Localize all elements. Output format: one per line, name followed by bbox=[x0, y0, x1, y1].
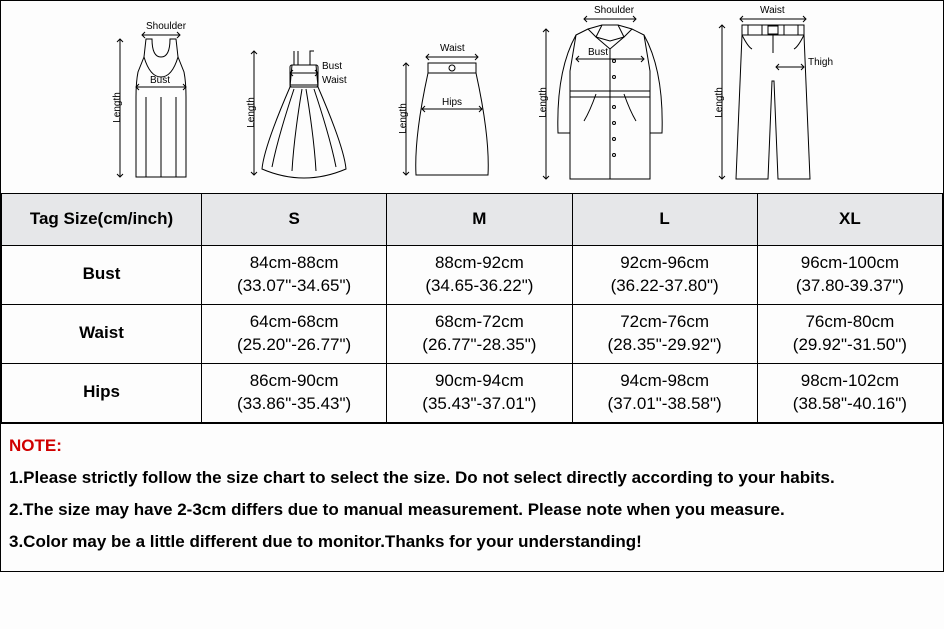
size-cell-inch: (33.07"-34.65") bbox=[206, 275, 382, 298]
label-waist: Waist bbox=[322, 75, 347, 86]
label-shoulder: Shoulder bbox=[594, 5, 634, 16]
garment-diagram-row: Shoulder Bust Length bbox=[1, 1, 943, 193]
table-row: Bust84cm-88cm(33.07"-34.65")88cm-92cm(34… bbox=[2, 245, 943, 304]
label-waist: Waist bbox=[440, 43, 465, 54]
size-cell-inch: (37.01"-38.58") bbox=[577, 393, 753, 416]
size-cell-cm: 72cm-76cm bbox=[577, 311, 753, 334]
size-table-header-row: Tag Size(cm/inch) S M L XL bbox=[2, 194, 943, 246]
size-cell-inch: (28.35"-29.92") bbox=[577, 334, 753, 357]
garment-tank-top: Shoulder Bust Length bbox=[106, 27, 216, 187]
header-size-xl: XL bbox=[757, 194, 942, 246]
size-cell-cm: 76cm-80cm bbox=[762, 311, 938, 334]
size-cell-inch: (36.22-37.80") bbox=[577, 275, 753, 298]
label-hips: Hips bbox=[442, 97, 462, 108]
row-label: Bust bbox=[2, 245, 202, 304]
size-cell: 68cm-72cm(26.77"-28.35") bbox=[387, 304, 572, 363]
label-length: Length bbox=[714, 87, 725, 118]
size-cell-cm: 86cm-90cm bbox=[206, 370, 382, 393]
label-bust: Bust bbox=[150, 75, 170, 86]
size-cell-inch: (25.20"-26.77") bbox=[206, 334, 382, 357]
label-length: Length bbox=[112, 92, 123, 123]
label-waist: Waist bbox=[760, 5, 785, 16]
size-cell-cm: 88cm-92cm bbox=[391, 252, 567, 275]
size-cell-cm: 84cm-88cm bbox=[206, 252, 382, 275]
size-cell-inch: (29.92"-31.50") bbox=[762, 334, 938, 357]
notes-title: NOTE: bbox=[9, 436, 62, 455]
size-cell: 88cm-92cm(34.65-36.22") bbox=[387, 245, 572, 304]
size-cell: 92cm-96cm(36.22-37.80") bbox=[572, 245, 757, 304]
size-cell: 94cm-98cm(37.01"-38.58") bbox=[572, 363, 757, 422]
note-item: 1.Please strictly follow the size chart … bbox=[9, 462, 935, 494]
label-shoulder: Shoulder bbox=[146, 21, 186, 32]
size-cell: 86cm-90cm(33.86"-35.43") bbox=[202, 363, 387, 422]
note-item: 2.The size may have 2-3cm differs due to… bbox=[9, 494, 935, 526]
size-cell-inch: (35.43"-37.01") bbox=[391, 393, 567, 416]
table-row: Hips86cm-90cm(33.86"-35.43")90cm-94cm(35… bbox=[2, 363, 943, 422]
row-label: Hips bbox=[2, 363, 202, 422]
label-length: Length bbox=[538, 87, 549, 118]
size-cell: 98cm-102cm(38.58"-40.16") bbox=[757, 363, 942, 422]
size-cell-inch: (33.86"-35.43") bbox=[206, 393, 382, 416]
label-length: Length bbox=[398, 103, 409, 134]
label-thigh: Thigh bbox=[808, 57, 833, 68]
notes-section: NOTE: 1.Please strictly follow the size … bbox=[1, 423, 943, 571]
size-cell-inch: (37.80-39.37") bbox=[762, 275, 938, 298]
garment-coat: Shoulder Bust Length bbox=[540, 11, 680, 187]
garment-skirt: Waist Hips Length bbox=[392, 47, 512, 187]
size-table: Tag Size(cm/inch) S M L XL Bust84cm-88cm… bbox=[1, 193, 943, 423]
garment-pants: Waist Thigh Length bbox=[708, 11, 838, 187]
size-cell: 72cm-76cm(28.35"-29.92") bbox=[572, 304, 757, 363]
size-cell-cm: 64cm-68cm bbox=[206, 311, 382, 334]
label-bust: Bust bbox=[322, 61, 342, 72]
size-cell-cm: 92cm-96cm bbox=[577, 252, 753, 275]
label-bust: Bust bbox=[588, 47, 608, 58]
size-cell: 76cm-80cm(29.92"-31.50") bbox=[757, 304, 942, 363]
size-cell: 90cm-94cm(35.43"-37.01") bbox=[387, 363, 572, 422]
size-cell: 96cm-100cm(37.80-39.37") bbox=[757, 245, 942, 304]
note-item: 3.Color may be a little different due to… bbox=[9, 526, 935, 558]
header-size-s: S bbox=[202, 194, 387, 246]
header-tag-size: Tag Size(cm/inch) bbox=[2, 194, 202, 246]
size-cell: 64cm-68cm(25.20"-26.77") bbox=[202, 304, 387, 363]
size-cell-inch: (26.77"-28.35") bbox=[391, 334, 567, 357]
row-label: Waist bbox=[2, 304, 202, 363]
size-cell-cm: 90cm-94cm bbox=[391, 370, 567, 393]
header-size-l: L bbox=[572, 194, 757, 246]
label-length: Length bbox=[246, 97, 257, 128]
size-chart-container: Shoulder Bust Length bbox=[0, 0, 944, 572]
size-cell-inch: (34.65-36.22") bbox=[391, 275, 567, 298]
header-size-m: M bbox=[387, 194, 572, 246]
size-cell-cm: 94cm-98cm bbox=[577, 370, 753, 393]
size-cell: 84cm-88cm(33.07"-34.65") bbox=[202, 245, 387, 304]
size-cell-cm: 96cm-100cm bbox=[762, 252, 938, 275]
table-row: Waist64cm-68cm(25.20"-26.77")68cm-72cm(2… bbox=[2, 304, 943, 363]
garment-dress: Bust Waist Length bbox=[244, 37, 364, 187]
size-cell-inch: (38.58"-40.16") bbox=[762, 393, 938, 416]
size-cell-cm: 98cm-102cm bbox=[762, 370, 938, 393]
size-cell-cm: 68cm-72cm bbox=[391, 311, 567, 334]
